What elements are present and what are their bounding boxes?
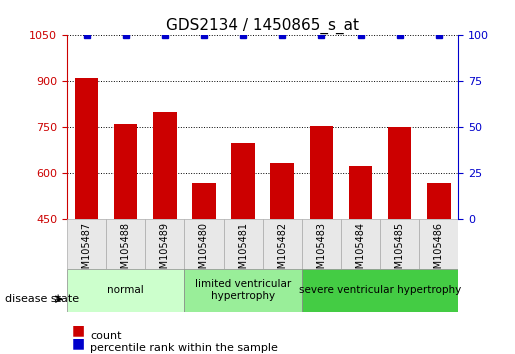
FancyBboxPatch shape bbox=[224, 219, 263, 269]
Bar bbox=[192, 183, 216, 354]
Text: ■: ■ bbox=[72, 337, 85, 350]
FancyBboxPatch shape bbox=[106, 219, 145, 269]
FancyBboxPatch shape bbox=[67, 219, 106, 269]
Text: ■: ■ bbox=[72, 324, 85, 337]
Text: severe ventricular hypertrophy: severe ventricular hypertrophy bbox=[299, 285, 461, 295]
Text: limited ventricular
hypertrophy: limited ventricular hypertrophy bbox=[195, 279, 291, 301]
FancyBboxPatch shape bbox=[263, 219, 302, 269]
FancyBboxPatch shape bbox=[184, 219, 224, 269]
FancyBboxPatch shape bbox=[145, 219, 184, 269]
Text: GSM105485: GSM105485 bbox=[394, 222, 405, 281]
Text: GSM105486: GSM105486 bbox=[434, 222, 444, 281]
FancyBboxPatch shape bbox=[380, 219, 419, 269]
Bar bbox=[153, 112, 177, 354]
FancyBboxPatch shape bbox=[302, 219, 341, 269]
Bar bbox=[75, 78, 98, 354]
Text: GSM105482: GSM105482 bbox=[277, 222, 287, 281]
Bar bbox=[310, 126, 333, 354]
Text: count: count bbox=[90, 331, 122, 341]
Bar bbox=[231, 143, 255, 354]
Bar bbox=[270, 163, 294, 354]
Title: GDS2134 / 1450865_s_at: GDS2134 / 1450865_s_at bbox=[166, 18, 359, 34]
Text: GSM105484: GSM105484 bbox=[355, 222, 366, 281]
Bar bbox=[114, 124, 138, 354]
Text: GSM105483: GSM105483 bbox=[316, 222, 327, 281]
Bar bbox=[349, 166, 372, 354]
Text: normal: normal bbox=[107, 285, 144, 295]
Text: percentile rank within the sample: percentile rank within the sample bbox=[90, 343, 278, 353]
FancyBboxPatch shape bbox=[419, 219, 458, 269]
Text: GSM105488: GSM105488 bbox=[121, 222, 131, 281]
Text: GSM105481: GSM105481 bbox=[238, 222, 248, 281]
Bar bbox=[388, 127, 411, 354]
Text: GSM105489: GSM105489 bbox=[160, 222, 170, 281]
Text: GSM105487: GSM105487 bbox=[81, 222, 92, 281]
Text: GSM105480: GSM105480 bbox=[199, 222, 209, 281]
FancyBboxPatch shape bbox=[67, 269, 184, 312]
FancyBboxPatch shape bbox=[341, 219, 380, 269]
Text: disease state: disease state bbox=[5, 294, 79, 304]
FancyBboxPatch shape bbox=[302, 269, 458, 312]
FancyBboxPatch shape bbox=[184, 269, 302, 312]
Bar bbox=[427, 183, 451, 354]
